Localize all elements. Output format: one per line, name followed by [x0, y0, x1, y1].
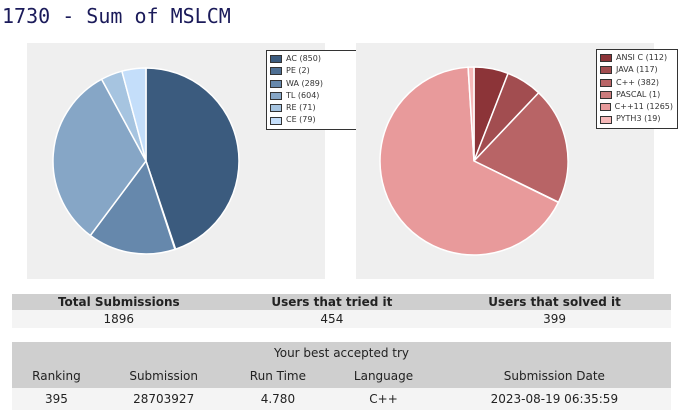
- users-solved-value: 399: [438, 310, 671, 328]
- verdict-legend-item: RE (71): [270, 102, 356, 114]
- verdict-legend-item: CE (79): [270, 114, 356, 126]
- verdict-pie-svg: [52, 67, 240, 255]
- language-pie-chart: [356, 43, 654, 279]
- language-legend-label: C++11 (1265): [614, 102, 673, 112]
- verdict-legend-swatch: [270, 104, 282, 113]
- language-legend-swatch: [600, 54, 612, 63]
- verdict-slice-5: [120, 67, 147, 162]
- verdict-legend-swatch: [270, 92, 282, 101]
- language-legend-item: JAVA (117): [600, 64, 673, 76]
- ranking-value: 395: [12, 388, 101, 410]
- verdict-slice-2: [89, 159, 176, 255]
- language-legend-label: PYTH3 (19): [616, 114, 661, 124]
- language-legend-item: C++11 (1265): [600, 101, 673, 113]
- language-legend-label: ANSI C (112): [616, 53, 668, 62]
- verdict-legend-item: AC (850): [270, 53, 356, 65]
- language-legend: ANSI C (112) JAVA (117) C++ (382) PASCAL (1…: [596, 49, 678, 129]
- verdict-slice-0: [145, 67, 240, 251]
- verdict-legend-label: RE (71): [286, 103, 316, 113]
- language-legend-item: C++ (382): [600, 77, 673, 89]
- language-legend-swatch: [600, 66, 612, 75]
- verdict-legend-label: WA (289): [286, 78, 323, 88]
- run-time-value: 4.780: [226, 388, 330, 410]
- verdict-legend-item: PE (2): [270, 65, 356, 77]
- run-time-header: Run Time: [226, 364, 330, 388]
- language-legend-label: JAVA (117): [616, 65, 658, 75]
- language-legend-label: C++ (382): [616, 77, 660, 87]
- total-submissions-header: Total Submissions: [12, 294, 226, 310]
- language-pie-svg: [379, 66, 569, 256]
- ranking-header: Ranking: [12, 364, 101, 388]
- page-title: 1730 - Sum of MSLCM: [2, 4, 231, 28]
- language-legend-item: ANSI C (112): [600, 52, 673, 64]
- language-value: C++: [329, 388, 438, 410]
- verdict-legend-label: TL (604): [286, 90, 320, 100]
- best-try-table: Your best accepted try Ranking Submissio…: [12, 342, 671, 410]
- language-legend-swatch: [600, 103, 611, 112]
- verdict-legend-swatch: [270, 67, 282, 76]
- verdict-legend-swatch: [270, 55, 282, 64]
- language-header: Language: [329, 364, 438, 388]
- language-legend-swatch: [600, 91, 612, 100]
- submission-date-value: 2023-08-19 06:35:59: [437, 388, 671, 410]
- verdict-legend: AC (850) PE (2) WA (289) TL (604) RE (71) CE …: [266, 50, 361, 130]
- verdict-legend-label: AC (850): [286, 54, 321, 63]
- language-legend-swatch: [600, 78, 612, 87]
- summary-value-row: 1896 454 399: [12, 310, 671, 328]
- verdict-legend-swatch: [270, 79, 282, 88]
- verdict-legend-swatch: [270, 116, 282, 125]
- language-legend-label: PASCAL (1): [616, 89, 661, 99]
- users-tried-value: 454: [225, 310, 439, 328]
- summary-table: Total Submissions Users that tried it Us…: [12, 294, 671, 328]
- best-try-value-row: 395 28703927 4.780 C++ 2023-08-19 06:35:…: [12, 388, 671, 410]
- best-try-caption: Your best accepted try: [12, 342, 671, 364]
- users-solved-header: Users that solved it: [438, 294, 671, 310]
- language-slice-2: [472, 91, 569, 204]
- language-legend-item: PASCAL (1): [600, 89, 673, 101]
- language-legend-item: PYTH3 (19): [600, 113, 673, 125]
- users-tried-header: Users that tried it: [225, 294, 439, 310]
- verdict-legend-label: PE (2): [286, 66, 310, 76]
- best-try-header-row: Ranking Submission Run Time Language Sub…: [12, 364, 671, 388]
- verdict-legend-item: WA (289): [270, 78, 356, 90]
- verdict-legend-item: TL (604): [270, 90, 356, 102]
- language-slice-5: [467, 66, 475, 162]
- best-try-caption-row: Your best accepted try: [12, 342, 671, 364]
- verdict-legend-label: CE (79): [286, 115, 316, 125]
- language-legend-swatch: [600, 115, 612, 124]
- language-slice-4: [379, 66, 560, 256]
- submission-date-header: Submission Date: [437, 364, 671, 388]
- submission-id-link[interactable]: 28703927: [100, 388, 227, 410]
- total-submissions-value: 1896: [12, 310, 226, 328]
- summary-header-row: Total Submissions Users that tried it Us…: [12, 294, 671, 310]
- submission-header: Submission: [100, 364, 227, 388]
